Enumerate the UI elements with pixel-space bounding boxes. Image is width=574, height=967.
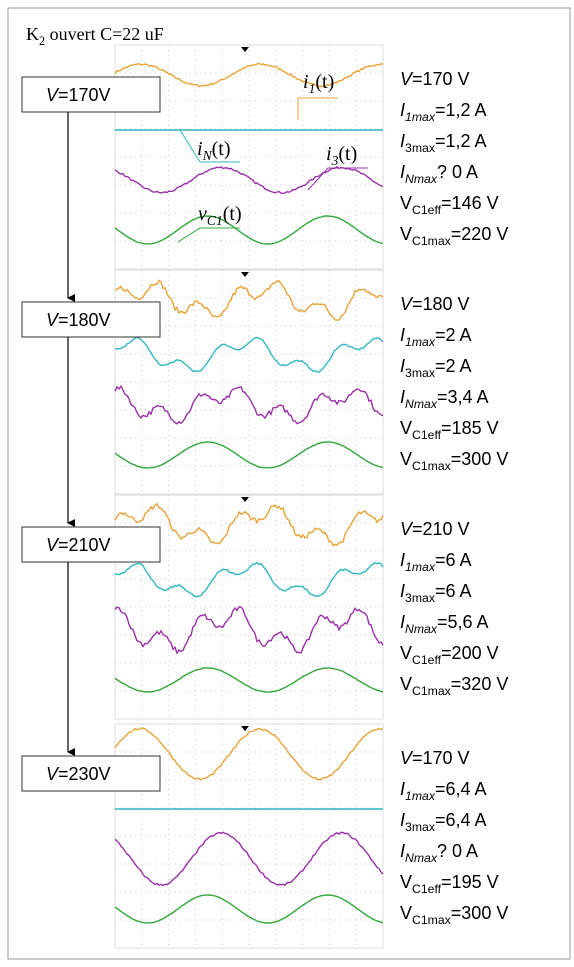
subscript: C1 bbox=[207, 213, 223, 228]
symbol: V bbox=[400, 903, 412, 923]
subscript: 1max bbox=[405, 335, 436, 349]
symbol: V bbox=[400, 449, 412, 469]
subscript: C1max bbox=[412, 234, 451, 248]
rest: =6 A bbox=[435, 581, 472, 601]
rest: =300 V bbox=[451, 903, 509, 923]
subscript: 3max bbox=[405, 820, 435, 834]
trace-label: iN(t) bbox=[197, 138, 231, 163]
subscript: C1eff bbox=[412, 882, 442, 896]
rest: =6 A bbox=[435, 550, 472, 570]
rest: =1,2 A bbox=[435, 131, 487, 151]
rest: =185 V bbox=[441, 418, 499, 438]
subscript: 3max bbox=[405, 141, 435, 155]
symbol: V bbox=[400, 418, 412, 438]
page: K2 ouvert C=22 uFV=170VV=170 VI1max=1,2 … bbox=[0, 0, 574, 967]
rest: =6,4 A bbox=[435, 779, 487, 799]
reading: V=170 V bbox=[400, 748, 470, 768]
rest: =300 V bbox=[451, 449, 509, 469]
rest: (t) bbox=[223, 203, 242, 225]
voltage-label: V=210V bbox=[46, 535, 111, 555]
rest: =170 V bbox=[412, 748, 470, 768]
rest: =200 V bbox=[441, 643, 499, 663]
reading: V=170 V bbox=[400, 69, 470, 89]
rest: =320 V bbox=[451, 674, 509, 694]
voltage-label: V=170V bbox=[46, 85, 111, 105]
subscript: C1eff bbox=[412, 653, 442, 667]
symbol: K bbox=[26, 24, 39, 44]
rest: =180 V bbox=[412, 294, 470, 314]
trace-label: i1(t) bbox=[303, 71, 334, 96]
rest: =1,2 A bbox=[435, 100, 487, 120]
trace-label: i3(t) bbox=[326, 143, 357, 168]
rest: =2 A bbox=[435, 356, 472, 376]
subscript: Nmax bbox=[405, 397, 438, 411]
rest: =210 V bbox=[412, 519, 470, 539]
rest: =3,4 A bbox=[437, 387, 489, 407]
subscript: C1eff bbox=[412, 203, 442, 217]
subscript: C1max bbox=[412, 459, 451, 473]
reading: V=210 V bbox=[400, 519, 470, 539]
symbol: V bbox=[400, 872, 412, 892]
figure: K2 ouvert C=22 uFV=170VV=170 VI1max=1,2 … bbox=[0, 0, 574, 967]
subscript: 1 bbox=[309, 81, 316, 96]
rest: =230V bbox=[58, 764, 111, 784]
voltage-label: V=180V bbox=[46, 310, 111, 330]
rest: =195 V bbox=[441, 872, 499, 892]
symbol: V bbox=[400, 643, 412, 663]
rest: (t) bbox=[212, 138, 231, 160]
subscript: Nmax bbox=[405, 172, 438, 186]
rest: (t) bbox=[315, 71, 334, 93]
subscript: 1max bbox=[405, 560, 436, 574]
rest: =170V bbox=[58, 85, 111, 105]
symbol: V bbox=[400, 224, 412, 244]
rest: =6,4 A bbox=[435, 810, 487, 830]
reading: V=180 V bbox=[400, 294, 470, 314]
rest: (t) bbox=[338, 143, 357, 165]
rest: =220 V bbox=[451, 224, 509, 244]
subscript: Nmax bbox=[405, 622, 438, 636]
rest: ? 0 A bbox=[437, 841, 478, 861]
subscript: C1eff bbox=[412, 428, 442, 442]
subscript: C1max bbox=[412, 684, 451, 698]
rest: ? 0 A bbox=[437, 162, 478, 182]
rest: ouvert C=22 uF bbox=[45, 24, 164, 44]
subscript: 3max bbox=[405, 366, 435, 380]
rest: =5,6 A bbox=[437, 612, 489, 632]
subscript: 3max bbox=[405, 591, 435, 605]
rest: =180V bbox=[58, 310, 111, 330]
rest: =210V bbox=[58, 535, 111, 555]
rest: =2 A bbox=[435, 325, 472, 345]
rest: =146 V bbox=[441, 193, 499, 213]
symbol: V bbox=[400, 674, 412, 694]
subscript: C1max bbox=[412, 913, 451, 927]
voltage-label: V=230V bbox=[46, 764, 111, 784]
subscript: 1max bbox=[405, 110, 436, 124]
rest: =170 V bbox=[412, 69, 470, 89]
subscript: 1max bbox=[405, 789, 436, 803]
symbol: v bbox=[198, 203, 207, 225]
symbol: V bbox=[400, 193, 412, 213]
subscript: Nmax bbox=[405, 851, 438, 865]
subscript: 3 bbox=[331, 153, 339, 168]
